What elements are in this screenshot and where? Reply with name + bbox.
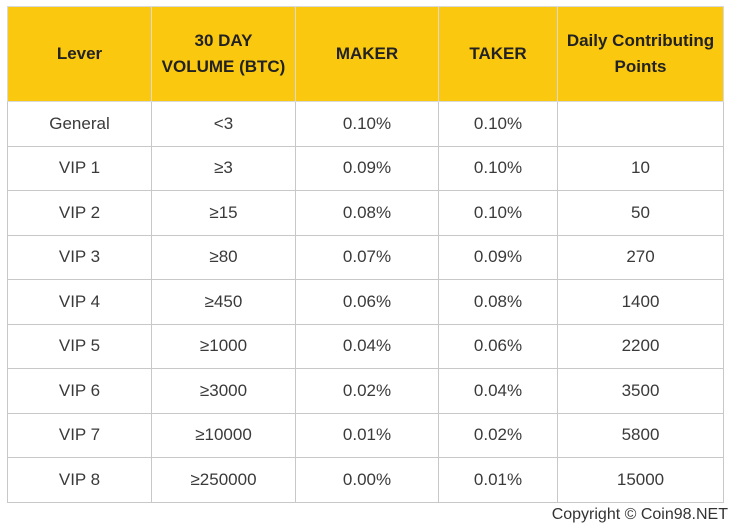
cell-volume: ≥250000	[151, 457, 296, 503]
cell-volume: ≥3	[151, 145, 296, 191]
table-header-row: Lever 30 DAY VOLUME (BTC) MAKER TAKER Da…	[7, 6, 724, 102]
table-row: VIP 7 ≥10000 0.01% 0.02% 5800	[7, 412, 724, 458]
cell-points: 50	[557, 190, 724, 236]
cell-maker: 0.00%	[295, 457, 439, 503]
cell-lever: VIP 3	[7, 234, 152, 280]
table-row: VIP 8 ≥250000 0.00% 0.01% 15000	[7, 457, 724, 503]
cell-volume: ≥1000	[151, 323, 296, 369]
table-row: VIP 2 ≥15 0.08% 0.10% 50	[7, 190, 724, 236]
cell-points: 2200	[557, 323, 724, 369]
cell-taker: 0.06%	[438, 323, 558, 369]
vip-fee-table: Lever 30 DAY VOLUME (BTC) MAKER TAKER Da…	[7, 6, 724, 503]
cell-volume: ≥10000	[151, 412, 296, 458]
cell-maker: 0.09%	[295, 145, 439, 191]
cell-taker: 0.10%	[438, 101, 558, 147]
cell-maker: 0.07%	[295, 234, 439, 280]
cell-taker: 0.09%	[438, 234, 558, 280]
cell-lever: VIP 1	[7, 145, 152, 191]
cell-volume: <3	[151, 101, 296, 147]
cell-volume: ≥15	[151, 190, 296, 236]
cell-lever: VIP 2	[7, 190, 152, 236]
cell-points: 270	[557, 234, 724, 280]
cell-points	[557, 101, 724, 147]
cell-taker: 0.04%	[438, 368, 558, 414]
fee-table-container: Lever 30 DAY VOLUME (BTC) MAKER TAKER Da…	[7, 6, 724, 503]
cell-lever: VIP 4	[7, 279, 152, 325]
cell-points: 5800	[557, 412, 724, 458]
cell-maker: 0.01%	[295, 412, 439, 458]
cell-taker: 0.01%	[438, 457, 558, 503]
cell-maker: 0.06%	[295, 279, 439, 325]
cell-maker: 0.10%	[295, 101, 439, 147]
cell-volume: ≥80	[151, 234, 296, 280]
header-lever: Lever	[7, 6, 152, 102]
cell-volume: ≥3000	[151, 368, 296, 414]
header-30-day-volume: 30 DAY VOLUME (BTC)	[151, 6, 296, 102]
table-row: VIP 5 ≥1000 0.04% 0.06% 2200	[7, 323, 724, 369]
header-maker: MAKER	[295, 6, 439, 102]
cell-lever: General	[7, 101, 152, 147]
header-taker: TAKER	[438, 6, 558, 102]
table-row: VIP 4 ≥450 0.06% 0.08% 1400	[7, 279, 724, 325]
cell-maker: 0.04%	[295, 323, 439, 369]
cell-points: 3500	[557, 368, 724, 414]
cell-lever: VIP 7	[7, 412, 152, 458]
cell-volume: ≥450	[151, 279, 296, 325]
cell-taker: 0.08%	[438, 279, 558, 325]
cell-taker: 0.02%	[438, 412, 558, 458]
copyright-watermark: Copyright © Coin98.NET	[551, 506, 728, 523]
cell-lever: VIP 8	[7, 457, 152, 503]
cell-maker: 0.08%	[295, 190, 439, 236]
cell-points: 1400	[557, 279, 724, 325]
cell-points: 15000	[557, 457, 724, 503]
table-row: General <3 0.10% 0.10%	[7, 101, 724, 147]
header-daily-contributing-points: Daily Contributing Points	[557, 6, 724, 102]
table-row: VIP 6 ≥3000 0.02% 0.04% 3500	[7, 368, 724, 414]
cell-lever: VIP 5	[7, 323, 152, 369]
table-row: VIP 3 ≥80 0.07% 0.09% 270	[7, 234, 724, 280]
cell-lever: VIP 6	[7, 368, 152, 414]
table-row: VIP 1 ≥3 0.09% 0.10% 10	[7, 145, 724, 191]
cell-taker: 0.10%	[438, 145, 558, 191]
cell-maker: 0.02%	[295, 368, 439, 414]
cell-taker: 0.10%	[438, 190, 558, 236]
cell-points: 10	[557, 145, 724, 191]
